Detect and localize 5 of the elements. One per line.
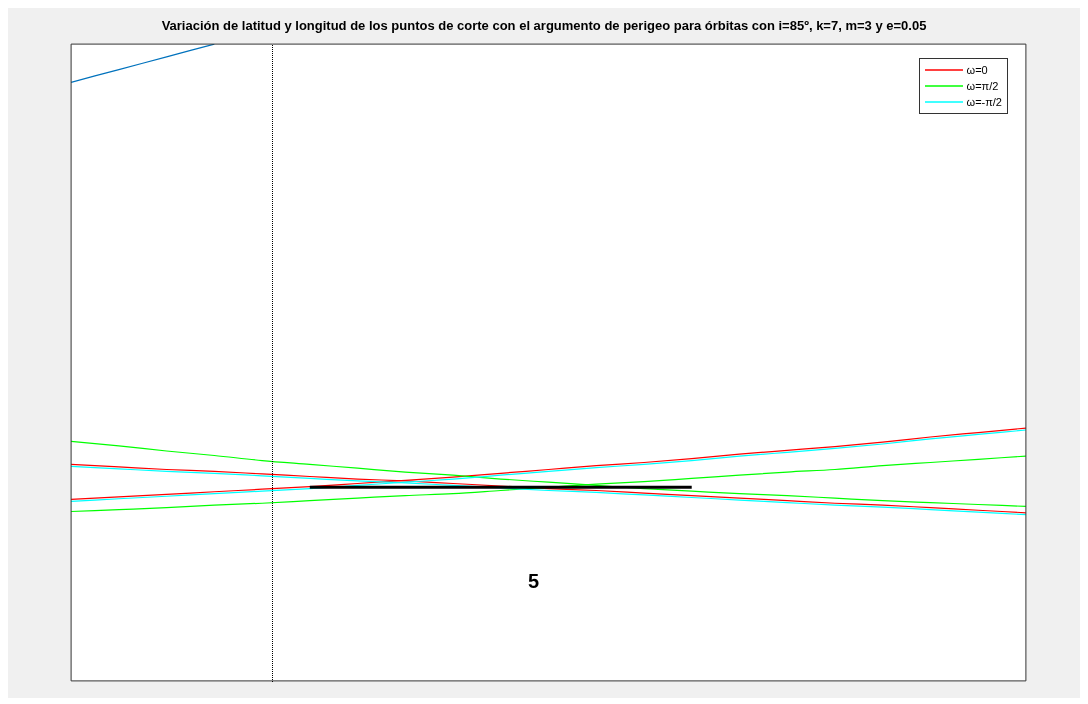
legend-label: ω=0: [966, 63, 988, 78]
legend-label: ω=π/2: [966, 79, 999, 94]
chart-title: Variación de latitud y longitud de los puntos de corte con el argumento de perigeo para órbitas con i=85º, k=7, m=3 y e=0.05: [160, 18, 928, 33]
legend-label: ω=-π/2: [966, 95, 1002, 110]
annotation: 5: [528, 570, 540, 593]
